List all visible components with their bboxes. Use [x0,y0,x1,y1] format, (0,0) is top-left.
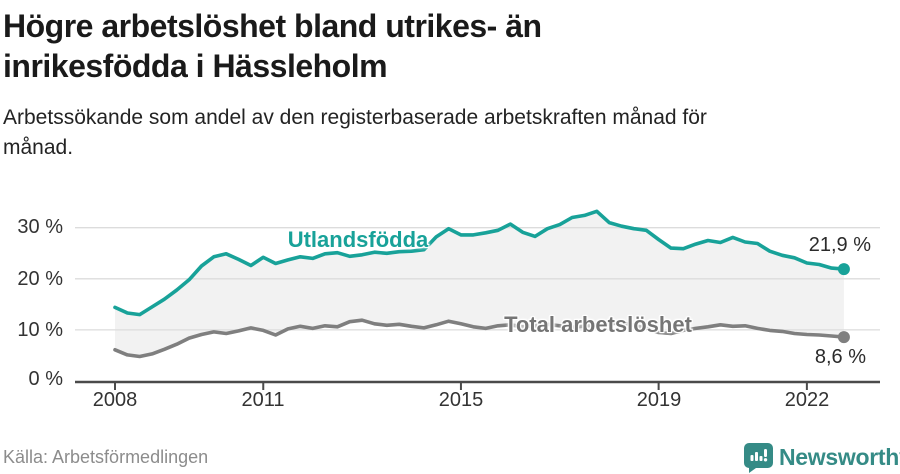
y-axis-tick-label-30: 30 % [17,216,63,238]
newsworthy-logo-icon [744,443,773,473]
logo-bar-2 [755,452,758,461]
y-axis-tick-label-20: 20 % [17,268,63,290]
chart-title-line1: Högre arbetslöshet bland utrikes- än [3,8,542,44]
chart-subtitle-line2: månad. [3,136,74,159]
area-between-series [115,211,844,357]
x-axis-tick-label-2008: 2008 [92,389,138,411]
logo-bubble-shape [744,443,773,473]
logo-bar-3 [759,456,763,461]
series-label-utlandsfodda: Utlandsfödda [287,227,429,252]
end-value-label-total: 8,6 % [814,346,866,368]
series-label-total-arbetsloshet: Total arbetslöshet [504,312,692,337]
series-endpoint-total [837,331,850,344]
series-endpoint-utlandsfodda [837,263,850,276]
chart-subtitle-line1: Arbetssökande som andel av den registerb… [3,106,707,129]
x-axis-tick-label-2011: 2011 [241,389,285,411]
chart-title-line2: inrikesfödda i Hässleholm [3,48,388,84]
logo-exclamation-dot [763,458,768,462]
series-line-utlandsfodda [113,209,846,317]
end-value-label-utlandsfodda: 21,9 % [808,234,871,256]
y-axis-tick-label-10: 10 % [17,319,63,341]
newsworthy-wordmark: Newsworthy [779,444,900,470]
x-axis-tick-label-2019: 2019 [636,389,682,411]
source-attribution: Källa: Arbetsförmedlingen [3,447,209,467]
chart-title: Högre arbetslöshet bland utrikes- än inr… [3,6,763,86]
y-axis-tick-label-0: 0 % [28,368,63,390]
x-axis-tick-label-2015: 2015 [438,389,484,411]
series-line-total [113,318,846,359]
x-axis-tick-label-2022: 2022 [784,389,830,411]
logo-exclamation-bar [764,449,767,457]
logo-bar-1 [750,455,754,461]
chart-subtitle: Arbetssökande som andel av den registerb… [3,103,873,163]
